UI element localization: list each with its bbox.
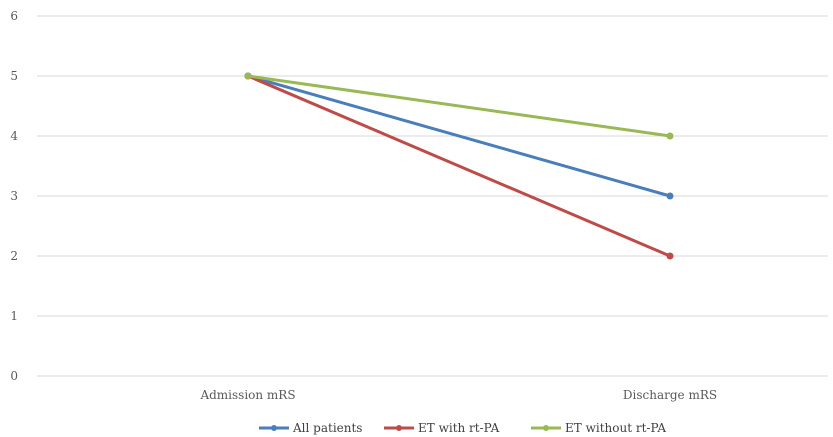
data-point [666,132,674,140]
legend-label: ET without rt-PA [565,421,666,435]
legend-marker [271,425,277,431]
y-tick-label: 4 [10,129,18,143]
series-lines [244,72,674,260]
y-tick-label: 5 [10,69,18,83]
legend: All patients ET with rt-PA ET without rt-P… [259,421,666,435]
legend-marker [543,425,549,431]
gridlines [37,15,828,377]
series-line-2 [246,74,672,138]
x-axis-ticks: Admission mRS Discharge mRS [199,388,717,402]
series-line-0 [246,74,672,198]
y-axis-ticks: 0 1 2 3 4 5 6 [10,9,18,383]
legend-marker [396,425,402,431]
data-point [666,192,674,200]
y-tick-label: 2 [10,249,18,263]
x-tick-label: Discharge mRS [623,388,717,402]
y-tick-label: 1 [10,309,18,323]
legend-label: ET with rt-PA [418,421,500,435]
y-tick-label: 0 [10,369,18,383]
data-point [666,252,674,260]
data-point [244,72,252,80]
y-tick-label: 6 [10,9,18,23]
x-tick-label: Admission mRS [199,388,295,402]
legend-label: All patients [292,421,362,435]
series-line-1 [246,74,672,258]
y-tick-label: 3 [10,189,18,203]
